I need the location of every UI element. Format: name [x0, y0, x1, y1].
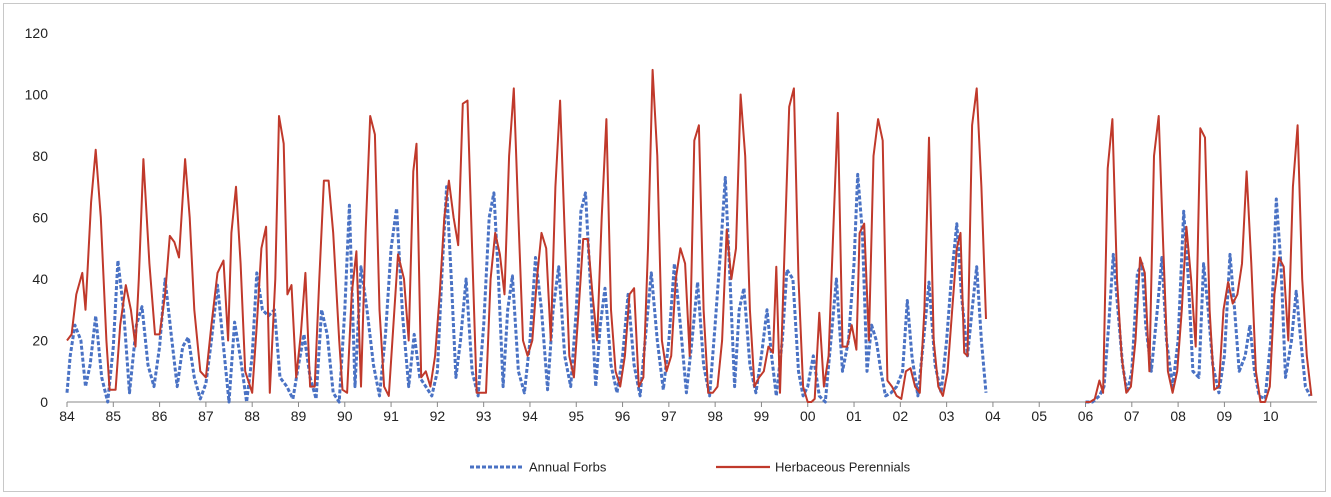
x-tick-label: 02 [893, 408, 909, 424]
x-tick-label: 07 [1124, 408, 1140, 424]
y-tick-label: 0 [40, 394, 48, 410]
x-tick-label: 95 [568, 408, 584, 424]
y-tick-label: 100 [25, 87, 49, 103]
legend: Annual Forbs Herbaceous Perennials [470, 460, 911, 475]
x-tick-label: 87 [198, 408, 214, 424]
x-tick-label: 99 [754, 408, 770, 424]
x-tick-label: 01 [846, 408, 862, 424]
y-tick-label: 80 [32, 148, 48, 164]
x-tick-label: 06 [1078, 408, 1094, 424]
x-tick-label: 86 [152, 408, 168, 424]
x-tick-label: 88 [244, 408, 260, 424]
series-line-herbaceous-perennials [66, 68, 987, 403]
legend-item-annual-forbs: Annual Forbs [470, 460, 607, 475]
x-tick-label: 89 [291, 408, 307, 424]
y-tick-label: 40 [32, 271, 48, 287]
x-tick-label: 90 [337, 408, 353, 424]
x-tick-label: 04 [985, 408, 1001, 424]
y-tick-label: 20 [32, 333, 48, 349]
x-tick-label: 93 [476, 408, 492, 424]
x-tick-label: 84 [59, 408, 75, 424]
x-tick-label: 08 [1170, 408, 1186, 424]
y-tick-label: 120 [25, 25, 49, 41]
x-tick-label: 85 [106, 408, 122, 424]
x-axis-tick-labels: 84 85 86 87 88 89 90 91 92 93 94 95 96 97 98 99 00 01 02 03… [59, 408, 1278, 424]
series-layer [65, 68, 1313, 404]
y-axis-tick-labels: 0 20 40 60 80 100 120 [25, 25, 49, 410]
x-tick-label: 05 [1031, 408, 1047, 424]
x-tick-label: 97 [661, 408, 677, 424]
x-tick-label: 98 [707, 408, 723, 424]
x-tick-label: 94 [522, 408, 538, 424]
x-tick-label: 92 [430, 408, 446, 424]
y-tick-label: 60 [32, 210, 48, 226]
series-line-herbaceous-perennials [1085, 115, 1313, 403]
x-tick-label: 10 [1263, 408, 1279, 424]
x-axis [66, 401, 1317, 407]
legend-label: Herbaceous Perennials [775, 460, 911, 475]
x-tick-label: 00 [800, 408, 816, 424]
legend-label: Annual Forbs [529, 460, 607, 475]
x-tick-label: 03 [939, 408, 955, 424]
x-tick-label: 91 [383, 408, 399, 424]
legend-item-herbaceous-perennials: Herbaceous Perennials [716, 460, 911, 475]
x-tick-label: 96 [615, 408, 631, 424]
series-line-annual-forbs [65, 172, 988, 404]
x-tick-label: 09 [1217, 408, 1233, 424]
